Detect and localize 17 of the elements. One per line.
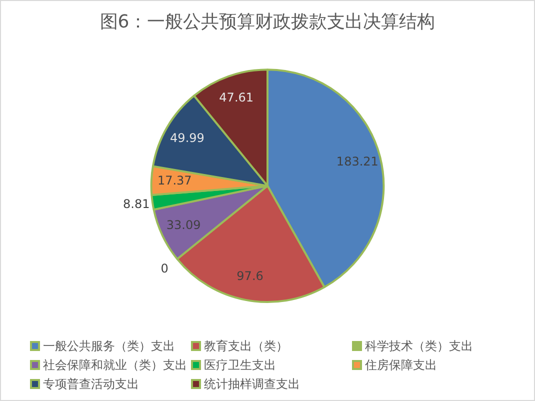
legend-label: 一般公共服务（类）支出 [43,338,175,354]
legend-label: 住房保障支出 [365,356,437,374]
legend-label: 社会保障和就业（类）支出 [43,356,187,374]
data-label: 183.21 [336,154,378,168]
data-label: 47.61 [219,90,254,104]
legend-label: 医疗卫生支出 [204,356,276,374]
legend-label: 教育支出（类） [204,338,288,354]
data-label: 8.81 [123,196,150,211]
data-label: 17.37 [157,174,192,188]
data-label: 97.6 [236,269,264,284]
chart-title: 图6：一般公共预算财政拨款支出决算结构 [100,11,436,32]
text: 0 [160,261,168,276]
legend-label: 统计抽样调查支出 [204,376,300,392]
legend-label: 专项普查活动支出 [43,376,139,392]
data-label: 49.99 [170,131,204,146]
data-label: 33.09 [166,218,201,232]
legend-label: 科学技术（类）支出 [365,338,473,354]
